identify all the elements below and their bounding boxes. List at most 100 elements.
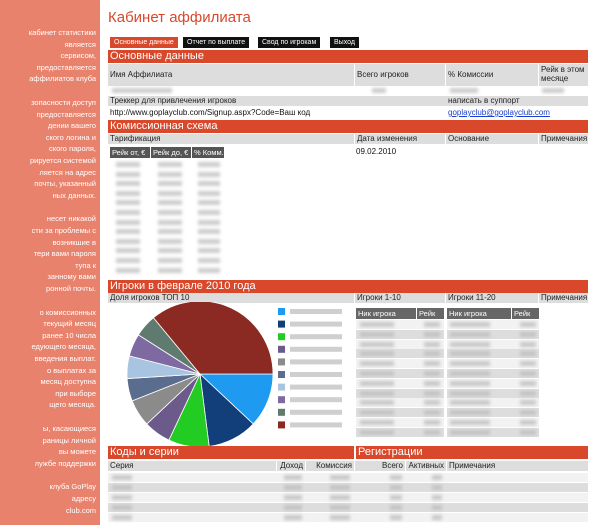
blurred-text (198, 238, 220, 244)
blurred-text (198, 200, 220, 206)
blurred-text (158, 229, 182, 235)
row-stripe (447, 427, 539, 437)
legend-blurred-text (290, 346, 342, 352)
legend-blurred-text (290, 384, 342, 390)
blurred-text (450, 410, 490, 416)
blurred-text (520, 341, 536, 347)
sidebar-text: возникшие в (52, 237, 96, 247)
legend-blurred-text (290, 359, 342, 365)
legend-swatch (278, 408, 285, 416)
blurred-text (390, 485, 402, 490)
blurred-text (330, 475, 350, 480)
blurred-text (116, 210, 140, 215)
column-header: Серия (108, 461, 276, 471)
sidebar-text: сервисом, (60, 51, 96, 61)
blurred-text (432, 475, 442, 480)
player-header: Рейк (417, 308, 444, 319)
sidebar-text: о комиссионных (39, 307, 96, 317)
blurred-text (116, 162, 140, 167)
sidebar-text: о выплатах за (46, 365, 96, 375)
section-header: Комиссионная схема (108, 120, 588, 133)
blurred-text (424, 410, 440, 416)
blurred-text (424, 429, 440, 435)
blurred-text (330, 505, 350, 510)
row-stripe (356, 418, 444, 427)
sidebar-text: является (64, 39, 96, 49)
section-header: Основные данные (108, 50, 588, 63)
blurred-text (158, 248, 182, 254)
column-header: Примечания (539, 293, 588, 303)
legend-swatch (278, 345, 285, 353)
sidebar-text: рируется системой (29, 156, 96, 165)
sidebar-text: почты, указанный (34, 179, 96, 189)
tab[interactable]: Выход (330, 37, 359, 48)
column-header: Основание (446, 134, 538, 144)
sidebar-text: тери вами пароля (33, 249, 96, 259)
blurred-text (360, 322, 394, 327)
blurred-text (112, 88, 172, 93)
blurred-text (372, 88, 386, 93)
row-stripe (356, 359, 444, 369)
blurred-text (424, 390, 440, 396)
sidebar-text: аффилиатов клуба (29, 74, 96, 84)
blurred-text (284, 515, 302, 520)
player-header: Рейк (512, 308, 539, 319)
blurred-text (198, 229, 220, 235)
scale-header: Рейк от, € (110, 147, 150, 158)
sidebar-text: тупа к (75, 260, 96, 270)
blurred-text (520, 351, 536, 357)
column-header: Всего игроков (355, 64, 445, 86)
blurred-text (450, 341, 490, 347)
sidebar-text: лужбе поддержки (34, 458, 96, 468)
blurred-text (158, 219, 182, 225)
blurred-text (198, 248, 220, 254)
blurred-text (158, 238, 182, 244)
legend-swatch (278, 383, 285, 391)
blurred-text (116, 190, 140, 196)
blurred-text (284, 475, 302, 480)
blurred-text (450, 429, 490, 435)
column-header: Комиссия (306, 461, 354, 471)
sidebar-text: дении вашего (47, 121, 96, 131)
column-header: Дата изменения (355, 134, 445, 144)
sidebar-text: ляется на адрес (39, 167, 96, 177)
section-header: Игроки в феврале 2010 года (108, 280, 588, 293)
blurred-text (284, 505, 302, 510)
blurred-text (424, 400, 440, 406)
blurred-text (360, 429, 394, 435)
section-header: Регистрации (356, 446, 588, 459)
blurred-text (520, 331, 536, 337)
blurred-text (360, 380, 394, 386)
blurred-text (112, 515, 132, 520)
blurred-text (112, 505, 132, 510)
sidebar-text: месяц доступна (40, 377, 96, 387)
sidebar-text: при выборе (55, 388, 96, 398)
row-stripe (447, 349, 539, 359)
blurred-text (360, 400, 394, 406)
sidebar-text: едующего месяца, (31, 342, 96, 352)
sidebar-text: зопасности доступ (31, 98, 96, 107)
blurred-text (424, 361, 440, 367)
sidebar-text: текущий месяц (43, 319, 96, 329)
change-date: 09.02.2010 (356, 147, 397, 156)
blurred-text (360, 361, 394, 367)
support-email[interactable]: goplayclub@goplayclub.com (448, 108, 550, 117)
legend-blurred-text (290, 397, 342, 403)
sidebar-text: ского логина и (45, 132, 96, 142)
column-header: Рейк в этом месяце (539, 64, 588, 86)
blurred-text (450, 390, 490, 396)
legend-blurred-text (290, 422, 342, 428)
blurred-text (284, 485, 302, 490)
tab[interactable]: Свод по игрокам (258, 37, 321, 48)
player-header: Ник игрока (356, 308, 416, 319)
tab[interactable]: Отчет по выплате (183, 37, 250, 48)
column-header: % Комиссии (446, 64, 538, 86)
tab[interactable]: Основные данные (110, 37, 178, 48)
legend-blurred-text (290, 321, 342, 327)
scale-header: Рейк до, € (151, 147, 191, 158)
blurred-text (424, 351, 440, 357)
blurred-text (424, 380, 440, 386)
column-header: Имя Аффилиата (108, 64, 354, 86)
blurred-text (450, 380, 490, 386)
legend-blurred-text (290, 334, 342, 340)
